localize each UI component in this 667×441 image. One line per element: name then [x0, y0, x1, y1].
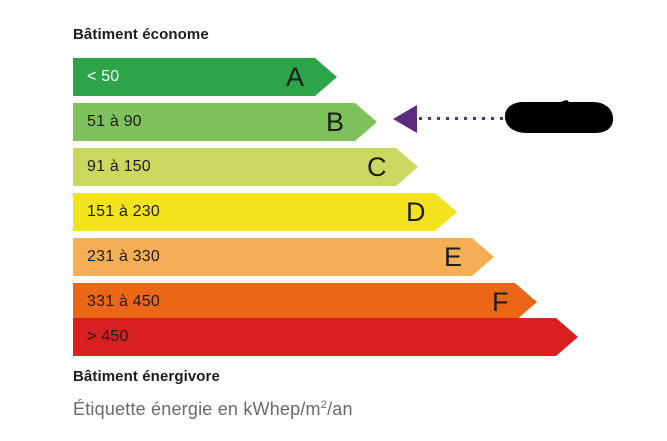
- current-class-arrow-icon: [393, 105, 417, 133]
- energy-class-letter-b: B: [326, 107, 345, 137]
- caption-energy-unit-main: Étiquette énergie en kWhep/m: [73, 399, 321, 419]
- energy-class-bar-shape: [73, 103, 377, 141]
- energy-class-bar-shape: [73, 58, 337, 96]
- energy-class-bar-f: 331 à 450 F: [73, 283, 537, 321]
- caption-economical-building: Bâtiment économe: [73, 26, 209, 43]
- energy-class-letter-d: D: [406, 197, 426, 227]
- caption-energy-unit-superscript: 2: [320, 399, 328, 411]
- caption-energy-unit: Étiquette énergie en kWhep/m2/an: [73, 399, 353, 420]
- redacted-value-blob: [504, 100, 614, 133]
- energy-class-range-label: 331 à 450: [87, 293, 160, 310]
- energy-class-bar-e: 231 à 330 E: [73, 238, 494, 276]
- energy-class-bar-shape: [73, 318, 578, 356]
- energy-class-range-label: 91 à 150: [87, 158, 151, 175]
- energy-class-letter-f: F: [492, 287, 509, 317]
- energy-class-bar-d: 151 à 230 D: [73, 193, 457, 231]
- energy-class-bar-g: > 450: [73, 318, 578, 356]
- energy-class-bar-c: 91 à 150 C: [73, 148, 418, 186]
- energy-class-range-label: 151 à 230: [87, 203, 160, 220]
- energy-class-range-label: 51 à 90: [87, 113, 142, 130]
- energy-class-bar-shape: [73, 238, 494, 276]
- energy-class-bar-shape: [73, 193, 457, 231]
- energy-class-letter-e: E: [444, 242, 463, 272]
- energy-class-range-label: < 50: [87, 68, 120, 85]
- caption-energy-unit-suffix: /an: [327, 399, 353, 419]
- energy-class-bar-a: < 50 A: [73, 58, 337, 96]
- energy-class-bar-shape: [73, 148, 418, 186]
- energy-class-letter-a: A: [286, 62, 305, 92]
- energy-class-bar-b: 51 à 90 B: [73, 103, 377, 141]
- energy-class-bar-shape: [73, 283, 537, 321]
- caption-energy-intensive-building: Bâtiment énergivore: [73, 368, 220, 385]
- energy-class-range-label: 231 à 330: [87, 248, 160, 265]
- energy-class-range-label: > 450: [87, 328, 129, 345]
- energy-class-letter-c: C: [367, 152, 387, 182]
- marker-leader-dotted-line: [419, 117, 507, 120]
